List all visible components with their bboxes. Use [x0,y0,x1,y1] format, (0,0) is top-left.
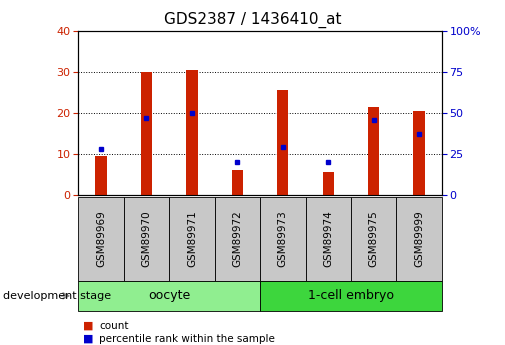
Text: ■: ■ [83,334,94,344]
Text: development stage: development stage [3,291,111,301]
Text: 1-cell embryo: 1-cell embryo [308,289,394,302]
Text: GSM89970: GSM89970 [141,210,152,267]
Bar [414,111,425,195]
Text: oocyte: oocyte [148,289,190,302]
Bar [141,72,152,195]
Text: GSM89972: GSM89972 [232,210,242,267]
Bar [95,156,107,195]
Bar [323,172,334,195]
Text: GSM89975: GSM89975 [369,210,379,267]
Bar [186,70,197,195]
Text: count: count [99,321,129,331]
Text: GSM89969: GSM89969 [96,210,106,267]
Text: GSM89971: GSM89971 [187,210,197,267]
Text: GSM89999: GSM89999 [414,210,424,267]
Text: GSM89974: GSM89974 [323,210,333,267]
Text: ■: ■ [83,321,94,331]
Text: percentile rank within the sample: percentile rank within the sample [99,334,275,344]
Bar [368,107,379,195]
Text: GSM89973: GSM89973 [278,210,288,267]
Bar [232,170,243,195]
Bar [277,90,288,195]
Text: GDS2387 / 1436410_at: GDS2387 / 1436410_at [164,12,341,28]
